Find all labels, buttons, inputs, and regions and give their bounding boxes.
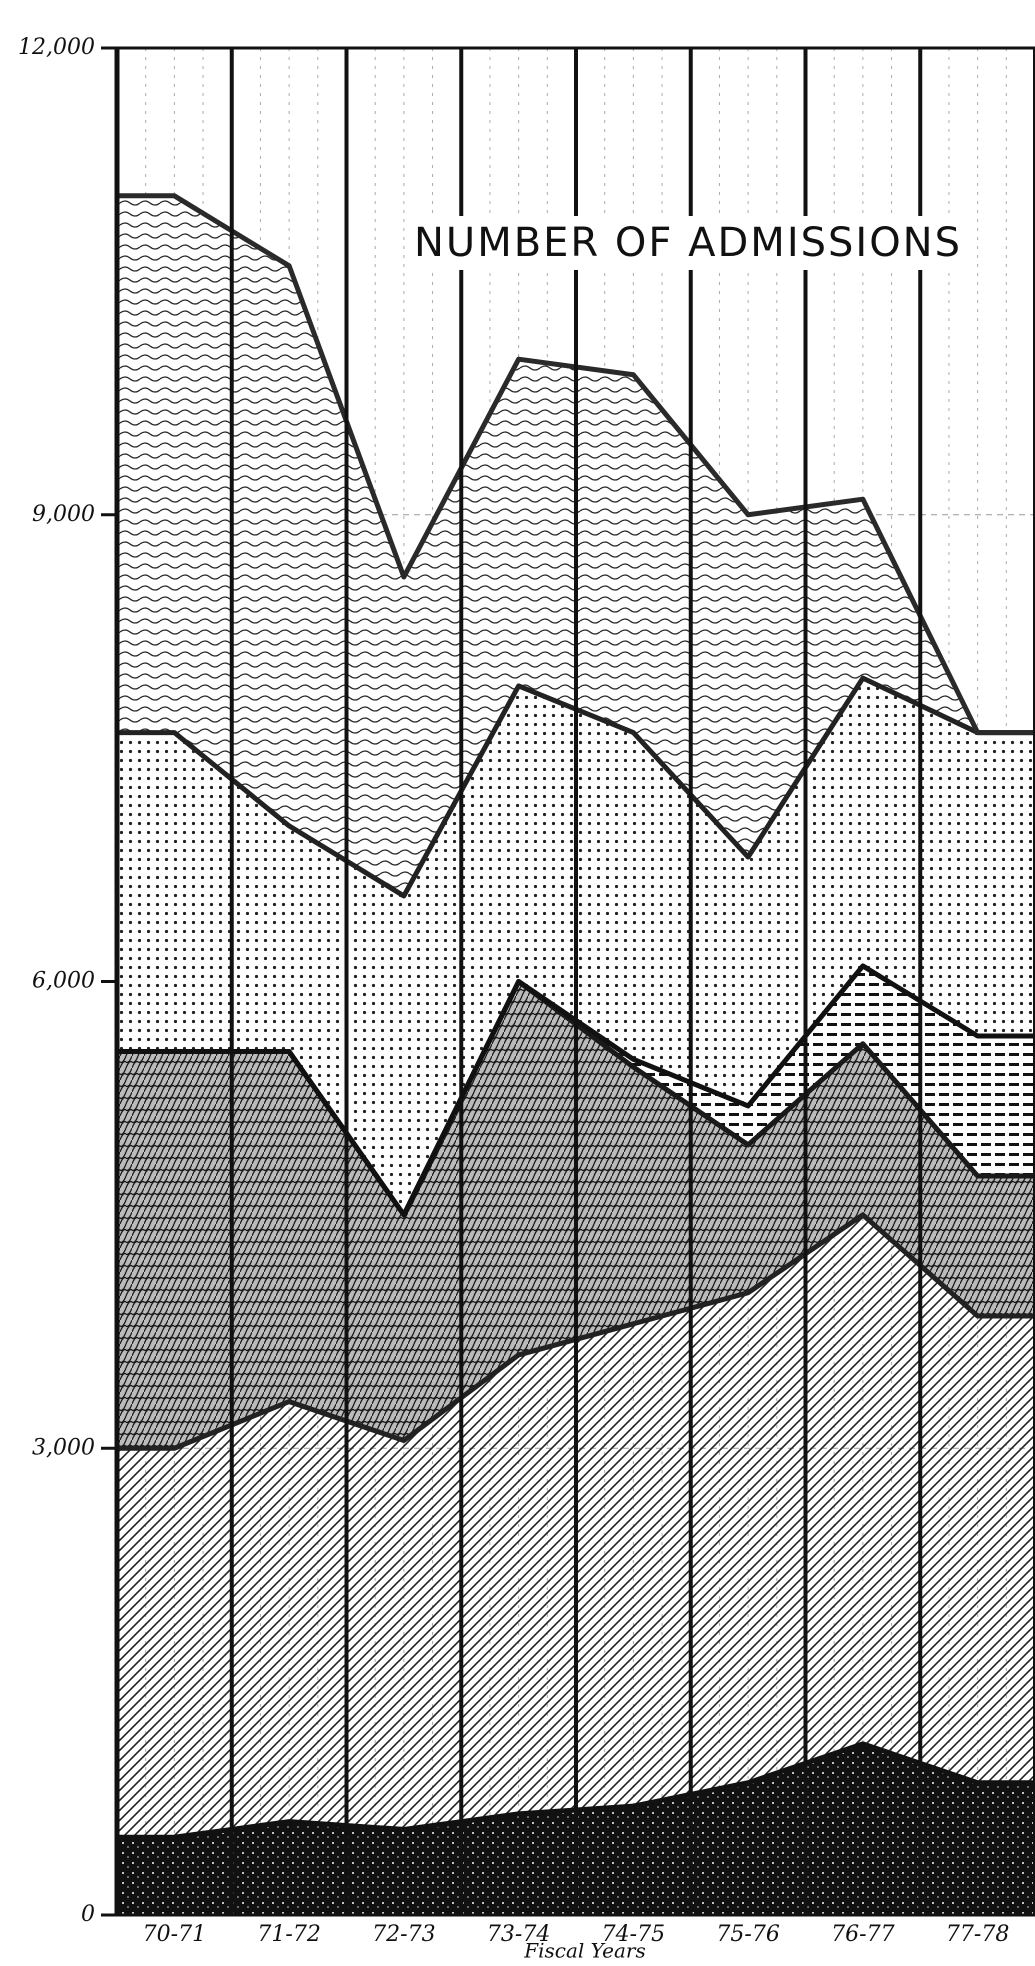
y-tick-label: 6,000: [32, 969, 95, 994]
x-tick-label: 70-71: [143, 1922, 206, 1947]
x-tick-label: 74-75: [602, 1922, 665, 1947]
x-tick-label: 75-76: [716, 1922, 779, 1947]
x-tick-label: 73-74: [487, 1922, 550, 1947]
y-tick-label: 0: [81, 1902, 95, 1927]
x-tick-label: 72-73: [372, 1922, 435, 1947]
y-tick-label: 9,000: [32, 502, 95, 527]
chart-title: NUMBER OF ADMISSIONS: [414, 220, 962, 266]
page: {"chart_data": { "type": "stacked-area",…: [0, 0, 1035, 1966]
chart: NUMBER OF ADMISSIONS Fiscal Years 03,000…: [0, 0, 1035, 1966]
x-tick-label: 71-72: [257, 1922, 320, 1947]
x-tick-label: 77-78: [946, 1922, 1009, 1947]
y-tick-label: 3,000: [32, 1435, 95, 1460]
y-tick-label: 12,000: [18, 35, 95, 60]
x-tick-label: 76-77: [831, 1922, 894, 1947]
